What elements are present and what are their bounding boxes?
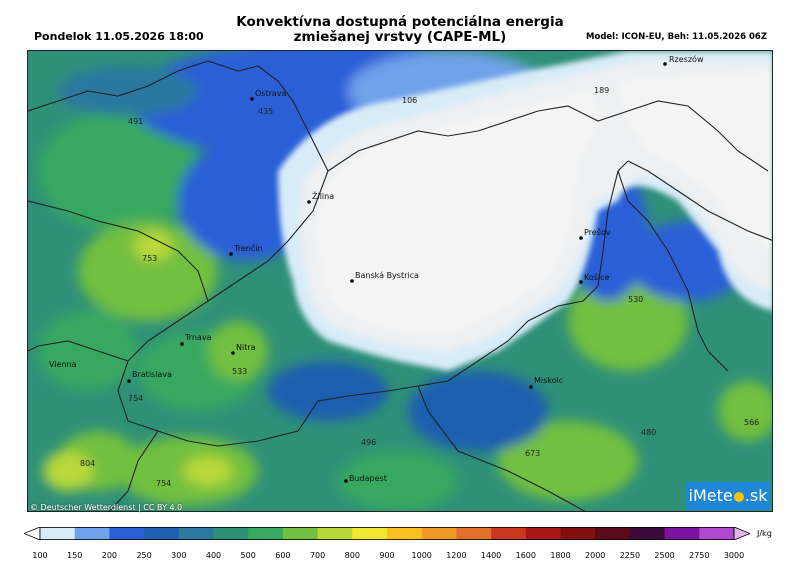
colorbar-frame (39, 527, 735, 540)
cape-value-label: 804 (80, 459, 95, 468)
colorbar-swatch (40, 527, 76, 540)
city-label-budapest: Budapest (349, 474, 387, 483)
colorbar-swatch (248, 527, 284, 540)
cape-value-label: 530 (628, 295, 643, 304)
city-label-banska-bystrica: Banská Bystrica (355, 271, 419, 280)
colorbar-tick-label: 1800 (550, 551, 571, 560)
colorbar-swatch (421, 527, 457, 540)
logo-text-left: iMete (688, 486, 733, 505)
model-run: Model: ICON-EU, Beh: 11.05.2026 06Z (586, 32, 767, 42)
colorbar-swatch (595, 527, 631, 540)
city-label-rzeszow: Rzeszów (669, 54, 704, 64)
cape-value-label: 496 (361, 438, 376, 447)
city-label-nitra: Nitra (236, 343, 256, 352)
city-label-miskolc: Miskolc (534, 376, 563, 385)
colorbar-swatch (144, 527, 180, 540)
cape-map: Rzeszów Ostrava Žilina Trenčín Banská By… (27, 50, 773, 512)
map-title-line2: zmiešanej vrstvy (CAPE-ML) (293, 29, 507, 45)
city-label-vienna: Vienna (49, 360, 77, 369)
colorbar-swatch (491, 527, 527, 540)
colorbar-swatch (317, 527, 353, 540)
colorbar-swatch (74, 527, 110, 540)
colorbar-tick-label: 200 (101, 551, 118, 560)
colorbar-tick-label: 2750 (689, 551, 710, 560)
logo-text-right: .sk (744, 486, 768, 505)
cape-value-label: 435 (258, 107, 273, 116)
colorbar-swatch (387, 527, 423, 540)
city-label-zilina: Žilina (312, 190, 334, 201)
colorbar-swatch (699, 527, 735, 540)
colorbar-tick-label: 250 (136, 551, 152, 560)
cape-value-label: 533 (232, 367, 247, 376)
colorbar-tick-label: 400 (205, 551, 222, 560)
copyright-notice: © Deutscher Wetterdienst | CC BY 4.0 (30, 503, 183, 512)
city-markers (127, 62, 667, 483)
colorbar-swatch (629, 527, 666, 540)
colorbar-tick-label: 150 (67, 551, 83, 560)
colorbar (24, 527, 750, 540)
imeteo-logo[interactable]: iMete .sk (686, 482, 770, 510)
colorbar-tick-label: 2000 (585, 551, 606, 560)
colorbar-tick-label: 600 (275, 551, 291, 560)
colorbar-tick-label: 300 (171, 551, 187, 560)
colorbar-swatch (525, 527, 561, 540)
city-label-kosice: Košice (584, 272, 610, 282)
cape-value-label: 189 (594, 86, 609, 95)
colorbar-tick-label: 800 (344, 551, 360, 560)
cape-value-label: 566 (744, 418, 759, 427)
city-label-trnava: Trnava (184, 333, 212, 342)
city-label-ostrava: Ostrava (255, 89, 287, 98)
colorbar-tick-label: 900 (379, 551, 395, 560)
forecast-date: Pondelok 11.05.2026 18:00 (34, 30, 204, 43)
colorbar-swatch (456, 527, 492, 540)
colorbar-swatch (109, 527, 145, 540)
cape-value-label: 106 (402, 96, 417, 105)
city-label-trencin: Trenčín (233, 243, 263, 253)
cape-value-label: 754 (156, 479, 171, 488)
colorbar-unit: J/kg (757, 529, 772, 538)
colorbar-tick-label: 2250 (619, 551, 641, 560)
colorbar-tick-label: 1000 (411, 551, 432, 560)
low-cape-zone (278, 51, 772, 371)
colorbar-swatch (282, 527, 319, 540)
colorbar-min-arrow (24, 527, 41, 540)
cape-value-label: 491 (128, 117, 143, 126)
colorbar-swatch (352, 527, 388, 540)
colorbar-swatch (178, 527, 214, 540)
colorbar-tick-label: 1600 (515, 551, 536, 560)
country-borders (28, 60, 772, 511)
colorbar-tick-label: 2500 (654, 551, 675, 560)
cape-value-label: 754 (128, 394, 143, 403)
colorbar-max-arrow (733, 527, 750, 540)
colorbar-swatch (213, 527, 249, 540)
sun-icon (733, 492, 744, 502)
colorbar-tick-label: 500 (240, 551, 256, 560)
colorbar-tick-label: 1400 (480, 551, 502, 560)
cape-value-label: 480 (641, 428, 656, 437)
colorbar-tick-label: 1200 (446, 551, 467, 560)
city-label-bratislava: Bratislava (132, 370, 172, 379)
colorbar-tick-label: 100 (32, 551, 48, 560)
colorbar-swatch (664, 527, 700, 540)
city-label-presov: Prešov (584, 227, 611, 237)
colorbar-tick-label: 700 (309, 551, 326, 560)
colorbar-tick-label: 3000 (723, 551, 745, 560)
cape-value-label: 753 (142, 254, 157, 263)
cape-map-svg: Rzeszów Ostrava Žilina Trenčín Banská By… (28, 51, 772, 511)
colorbar-swatch (560, 527, 596, 540)
cape-value-label: 673 (525, 449, 540, 458)
map-title-line1: Konvektívna dostupná potenciálna energia (236, 14, 564, 30)
